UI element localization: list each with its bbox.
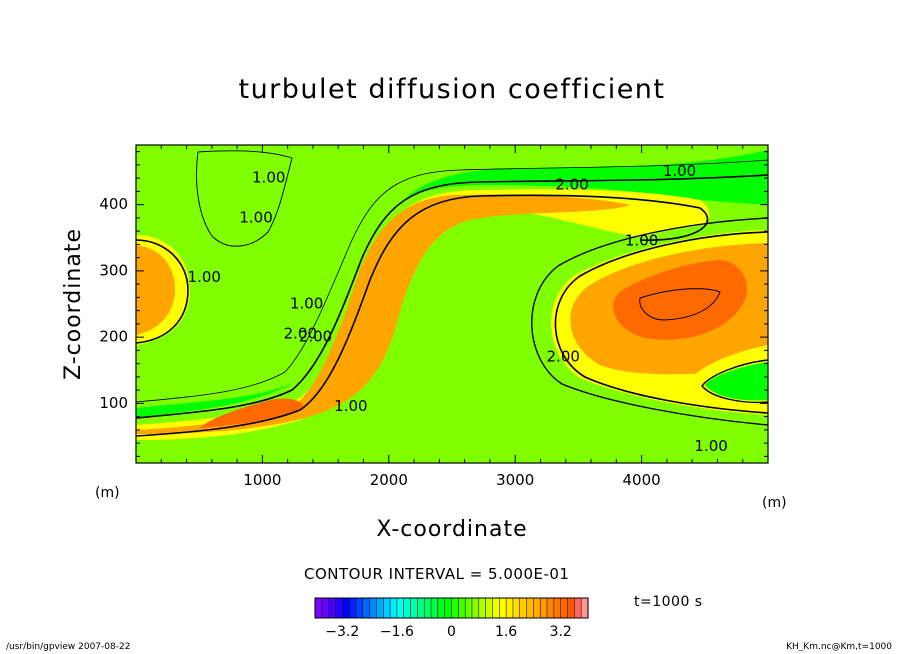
- colorbar-swatch: [560, 597, 569, 619]
- x-tick-label: 2000: [370, 471, 408, 489]
- y-tick-label: 100: [99, 394, 128, 412]
- colorbar-swatch: [437, 597, 446, 619]
- y-tick-label: 300: [99, 261, 128, 279]
- colorbar: −3.2 −1.6 0 1.6 3.2: [314, 597, 589, 640]
- y-axis-unit: (m): [762, 495, 787, 511]
- colorbar-tick-label: −3.2: [325, 624, 359, 640]
- colorbar-swatch: [430, 597, 439, 619]
- contour-line-4: [554, 231, 768, 414]
- colorbar-swatch: [458, 597, 466, 619]
- colorbar-swatch: [485, 597, 493, 619]
- contour-label: 2.00: [555, 175, 588, 193]
- colorbar-swatch: [519, 597, 528, 619]
- contour-label: 2.00: [547, 348, 580, 366]
- x-tick-label: 3000: [496, 471, 534, 489]
- contour-line-9: [196, 150, 293, 247]
- colorbar-swatch: [546, 597, 555, 619]
- colorbar-swatch: [512, 597, 521, 619]
- contour-label: 1.00: [625, 232, 658, 250]
- x-axis-label: X-coordinate: [376, 517, 527, 542]
- y-tick-label: 200: [99, 328, 128, 346]
- colorbar-swatch: [478, 597, 487, 619]
- contour-label: 2.00: [284, 324, 317, 342]
- x-axis-unit: (m): [95, 485, 120, 501]
- colorbar-swatch: [499, 597, 507, 619]
- colorbar-tick-label: 0: [447, 624, 456, 640]
- contour-line-5: [531, 217, 768, 426]
- contour-label: 2.00: [299, 328, 332, 346]
- y-tick-label: 400: [99, 195, 128, 213]
- contour-line-1: [136, 174, 768, 419]
- footer-command: /usr/bin/gpview 2007-08-22: [6, 642, 131, 652]
- colorbar-swatch: [314, 597, 323, 619]
- colorbar-swatch: [526, 597, 534, 619]
- colorbar-swatch: [410, 597, 418, 619]
- colorbar-tick-label: 3.2: [550, 624, 572, 640]
- x-axis: 1000 2000 3000 4000: [135, 145, 769, 489]
- footer-source: KH_Km.nc@Km,t=1000: [786, 642, 892, 652]
- colorbar-swatch: [492, 597, 500, 619]
- colorbar-swatch: [383, 597, 391, 619]
- right-lower-green: [705, 362, 768, 401]
- time-label: t=1000 s: [634, 594, 703, 610]
- contour-label: 1.00: [290, 295, 323, 313]
- colorbar-swatch: [533, 597, 541, 619]
- x-tick-label: 1000: [243, 471, 281, 489]
- contour-line-3: [136, 159, 768, 403]
- upper-left-pocket: [195, 150, 290, 245]
- contour-plot-area: [136, 145, 768, 463]
- colorbar-frame: [314, 597, 589, 619]
- colorbar-swatch: [355, 597, 364, 619]
- band-mid-shear: [136, 189, 710, 440]
- contour-line-8: [701, 359, 768, 404]
- colorbar-swatch: [362, 597, 371, 619]
- colorbar-swatch: [471, 597, 480, 619]
- colorbar-swatch: [342, 597, 350, 619]
- contour-labels: 1.001.001.001.002.002.001.002.001.001.00…: [188, 162, 728, 455]
- colorbar-swatch: [505, 597, 514, 619]
- y-axis: 100 200 300 400: [99, 151, 768, 457]
- colorbar-swatch: [423, 597, 432, 619]
- contour-label: 1.00: [239, 208, 272, 226]
- colorbar-swatch: [444, 597, 453, 619]
- colorbar-swatch: [451, 597, 459, 619]
- colorbar-swatch: [464, 597, 473, 619]
- colorbar-swatch: [567, 597, 575, 619]
- band-low-1: [136, 145, 768, 408]
- colorbar-swatch: [328, 597, 337, 619]
- contour-label: 1.00: [334, 397, 367, 415]
- plot-frame: [135, 144, 769, 464]
- right-blob-peak: [613, 260, 748, 340]
- colorbar-swatch: [369, 597, 377, 619]
- colorbar-swatch: [396, 597, 405, 619]
- chart-title: turbulet diffusion coefficient: [238, 74, 666, 105]
- colorbar-swatch: [389, 597, 398, 619]
- colorbar-swatch: [417, 597, 425, 619]
- colorbar-tick-label: −1.6: [380, 624, 414, 640]
- contour-label: 1.00: [188, 268, 221, 286]
- contour-line-6: [136, 239, 189, 344]
- colorbar-swatch: [403, 597, 412, 619]
- contour-interval-text: CONTOUR INTERVAL = 5.000E-01: [304, 565, 570, 583]
- colorbar-swatch: [335, 597, 343, 619]
- colorbar-swatch: [574, 597, 582, 619]
- contour-line-7: [639, 288, 721, 321]
- band-high-shear: [136, 194, 630, 434]
- band-orange-core: [200, 398, 304, 428]
- contour-label: 1.00: [663, 162, 696, 180]
- colorbar-swatch: [553, 597, 562, 619]
- contour-line-2: [136, 194, 709, 437]
- colorbar-swatch: [348, 597, 357, 619]
- contour-label: 1.00: [694, 437, 727, 455]
- y-axis-label: Z-coordinate: [61, 228, 86, 380]
- contour-label: 1.00: [252, 169, 285, 187]
- left-blob-orange: [136, 245, 175, 335]
- colorbar-tick-label: 1.6: [495, 624, 517, 640]
- colorbar-swatch: [321, 597, 330, 619]
- colorbar-swatch: [580, 597, 589, 619]
- colorbar-swatch: [539, 597, 548, 619]
- x-tick-label: 4000: [623, 471, 661, 489]
- colorbar-swatch: [376, 597, 384, 619]
